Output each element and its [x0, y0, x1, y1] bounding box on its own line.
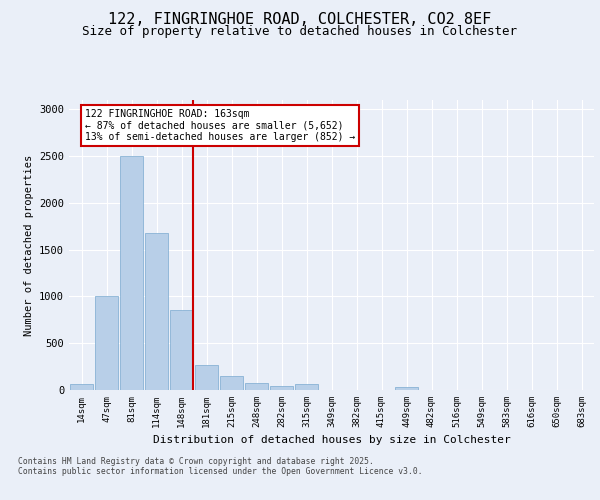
Bar: [245, 384, 268, 390]
Bar: [120, 156, 143, 390]
Bar: [295, 384, 318, 390]
Bar: [145, 233, 168, 390]
Text: Size of property relative to detached houses in Colchester: Size of property relative to detached ho…: [83, 25, 517, 38]
Bar: [70, 384, 93, 390]
Text: 122, FINGRINGHOE ROAD, COLCHESTER, CO2 8EF: 122, FINGRINGHOE ROAD, COLCHESTER, CO2 8…: [109, 12, 491, 28]
Bar: [195, 364, 218, 390]
Bar: [95, 296, 118, 390]
Bar: [170, 310, 193, 390]
Bar: [220, 376, 243, 390]
Text: Contains HM Land Registry data © Crown copyright and database right 2025.: Contains HM Land Registry data © Crown c…: [18, 458, 374, 466]
Bar: [270, 386, 293, 390]
Text: Contains public sector information licensed under the Open Government Licence v3: Contains public sector information licen…: [18, 468, 422, 476]
Y-axis label: Number of detached properties: Number of detached properties: [23, 154, 34, 336]
X-axis label: Distribution of detached houses by size in Colchester: Distribution of detached houses by size …: [152, 436, 511, 446]
Bar: [395, 387, 418, 390]
Text: 122 FINGRINGHOE ROAD: 163sqm
← 87% of detached houses are smaller (5,652)
13% of: 122 FINGRINGHOE ROAD: 163sqm ← 87% of de…: [85, 108, 355, 142]
